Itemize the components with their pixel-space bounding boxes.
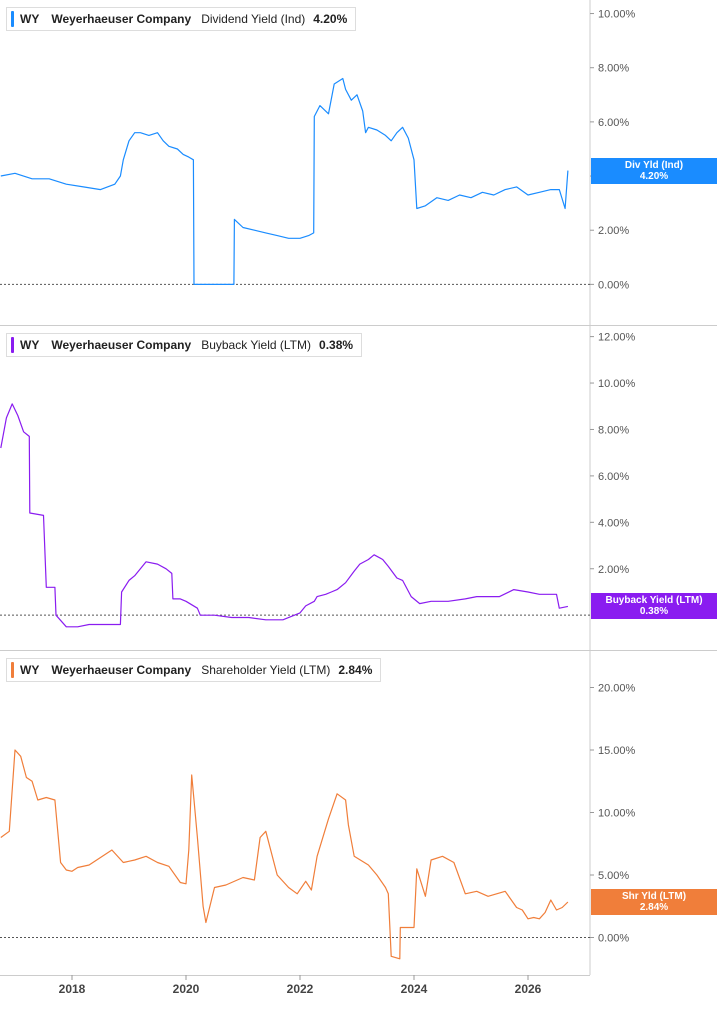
y-tick-label: 2.00% xyxy=(598,225,629,237)
y-tick-label: 10.00% xyxy=(598,378,636,390)
legend-company: Weyerhaeuser Company xyxy=(51,12,192,26)
legend-metric: Buyback Yield (LTM) xyxy=(201,338,312,352)
legend-value: 2.84% xyxy=(338,663,373,677)
x-tick-label: 2020 xyxy=(173,982,200,996)
series-color-swatch xyxy=(11,11,14,27)
y-tick-label: 2.00% xyxy=(598,564,629,576)
legend-metric: Dividend Yield (Ind) xyxy=(201,12,306,26)
panel-0: 0.00%2.00%4.00%6.00%8.00%10.00% xyxy=(0,9,636,291)
flag-label: Shr Yld (LTM) xyxy=(621,891,687,902)
flag-value: 4.20% xyxy=(639,170,669,182)
y-tick-label: 12.00% xyxy=(598,332,636,344)
flag-value: 0.38% xyxy=(639,606,669,618)
legend-metric: Shareholder Yield (LTM) xyxy=(201,663,331,677)
legend-value: 0.38% xyxy=(319,338,354,352)
legend-dividend-yield[interactable]: WY Weyerhaeuser Company Dividend Yield (… xyxy=(6,7,357,31)
y-tick-label: 10.00% xyxy=(598,808,636,820)
y-tick-label: 0.00% xyxy=(598,933,629,945)
y-tick-label: 0.00% xyxy=(598,279,629,291)
y-tick-label: 4.00% xyxy=(598,517,629,529)
series-color-swatch xyxy=(11,337,14,353)
y-tick-label: 6.00% xyxy=(598,117,629,129)
legend-ticker: WY xyxy=(20,663,40,677)
panel-2: 0.00% 5.00% 10.00% 15.00% 20.00% xyxy=(0,683,636,960)
legend-ticker: WY xyxy=(20,338,40,352)
current-value-flag-shareholder: Shr Yld (LTM) 2.84% xyxy=(591,889,717,915)
y-tick-label: 8.00% xyxy=(598,63,629,75)
legend-company: Weyerhaeuser Company xyxy=(51,338,192,352)
y-tick-label: 20.00% xyxy=(598,683,636,695)
series-color-swatch xyxy=(11,662,14,678)
current-value-flag-buyback: Buyback Yield (LTM) 0.38% xyxy=(591,593,717,620)
flag-label: Buyback Yield (LTM) xyxy=(605,595,703,607)
x-tick-label: 2026 xyxy=(515,982,542,996)
legend-ticker: WY xyxy=(20,12,40,26)
legend-value: 4.20% xyxy=(313,12,348,26)
current-value-flag-dividend: Div Yld (Ind) 4.20% xyxy=(591,157,717,184)
y-tick-label: 6.00% xyxy=(598,471,629,483)
flag-label: Div Yld (Ind) xyxy=(624,159,684,171)
y-tick-label: 5.00% xyxy=(598,870,629,882)
x-tick-label: 2018 xyxy=(59,982,86,996)
series-line[interactable] xyxy=(0,77,569,285)
legend-buyback-yield[interactable]: WY Weyerhaeuser Company Buyback Yield (L… xyxy=(6,333,363,357)
flag-value: 2.84% xyxy=(639,902,669,913)
legend-shareholder-yield[interactable]: WY Weyerhaeuser Company Shareholder Yiel… xyxy=(6,658,382,682)
x-tick-label: 2024 xyxy=(401,982,428,996)
panel-1: 2.00% 4.00% 6.00% 8.00% 10.00% 12.00% xyxy=(0,332,636,628)
y-tick-label: 10.00% xyxy=(598,9,636,21)
legend-company: Weyerhaeuser Company xyxy=(51,663,192,677)
series-line[interactable] xyxy=(0,749,569,960)
y-tick-label: 8.00% xyxy=(598,424,629,436)
y-tick-label: 15.00% xyxy=(598,745,636,757)
series-line[interactable] xyxy=(0,403,569,628)
x-tick-label: 2022 xyxy=(287,982,314,996)
